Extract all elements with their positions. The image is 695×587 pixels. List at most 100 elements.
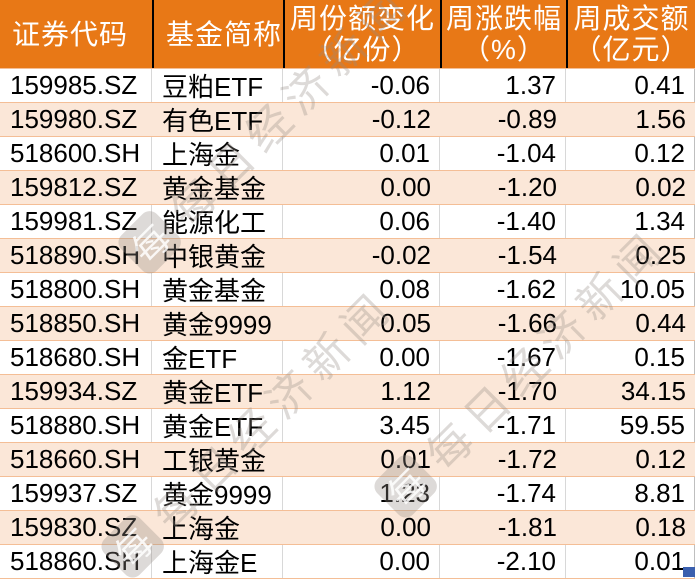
table-row: 518800.SH 黄金基金 0.08 -1.62 10.05 [0, 273, 695, 307]
cell-turnover[interactable]: 0.25 [635, 240, 686, 270]
cell-fund-name[interactable]: 豆粕ETF [152, 69, 283, 102]
cell-turnover[interactable]: 0.12 [635, 444, 686, 474]
header-cell-pct-change[interactable]: 周涨跌幅 （%） [440, 0, 566, 68]
cell-security-code[interactable]: 518800.SH [0, 273, 152, 306]
header-unit: （%） [462, 34, 546, 65]
cell-security-code[interactable]: 518660.SH [10, 444, 141, 474]
cell-security-code[interactable]: 159980.SZ [10, 104, 138, 134]
cell-turnover[interactable]: 0.41 [566, 69, 695, 102]
cell-share-change[interactable]: 0.08 [283, 273, 440, 306]
cell-pct-change[interactable]: -1.62 [440, 273, 566, 306]
table-row: 518600.SH 上海金 0.01 -1.04 0.12 [0, 137, 695, 171]
table-row: 159980.SZ 有色ETF -0.12 -0.89 1.56 [0, 103, 695, 137]
cell-turnover[interactable]: 0.15 [566, 341, 695, 374]
cell-turnover[interactable]: 59.55 [566, 409, 695, 442]
cell-turnover[interactable]: 0.44 [635, 308, 686, 338]
header-cell-share-change[interactable]: 周份额变化 （亿份） [283, 0, 440, 68]
cell-pct-change[interactable]: -1.70 [497, 376, 557, 406]
cell-turnover[interactable]: 1.34 [566, 205, 695, 238]
cell-security-code[interactable]: 518880.SH [0, 409, 152, 442]
cell-turnover[interactable]: 1.56 [635, 104, 686, 134]
cell-pct-change[interactable]: -1.04 [440, 137, 566, 170]
cell-turnover[interactable]: 0.02 [635, 172, 686, 202]
table-row: 159981.SZ 能源化工 0.06 -1.40 1.34 [0, 205, 695, 239]
cell-turnover[interactable]: 0.12 [566, 137, 695, 170]
cell-fund-name[interactable]: 黄金9999 [152, 477, 283, 510]
cell-share-change[interactable]: -0.06 [283, 69, 440, 102]
cell-security-code[interactable]: 159985.SZ [0, 69, 152, 102]
cell-fund-name[interactable]: 有色ETF [162, 106, 264, 136]
cell-security-code[interactable]: 159937.SZ [0, 477, 152, 510]
cell-share-change[interactable]: 1.12 [380, 376, 431, 406]
cell-fund-name[interactable]: 能源化工 [152, 205, 283, 238]
cell-turnover[interactable]: 8.81 [566, 477, 695, 510]
cell-pct-change[interactable]: -0.89 [497, 104, 557, 134]
table-row: 518680.SH 金ETF 0.00 -1.67 0.15 [0, 341, 695, 375]
cell-fund-name[interactable]: 中银黄金 [162, 242, 267, 272]
cell-fund-name[interactable]: 上海金 [162, 514, 241, 544]
cell-pct-change[interactable]: -1.66 [497, 308, 557, 338]
cell-share-change[interactable]: 0.00 [283, 545, 440, 578]
cell-share-change[interactable]: 0.00 [380, 172, 431, 202]
cell-security-code[interactable]: 159981.SZ [0, 205, 152, 238]
cell-security-code[interactable]: 518850.SH [10, 308, 141, 338]
cell-security-code[interactable]: 518860.SH [0, 545, 152, 578]
table-row: 518860.SH 上海金E 0.00 -2.10 0.01 [0, 545, 695, 579]
cell-share-change[interactable]: -0.12 [371, 104, 431, 134]
cell-fund-name[interactable]: 黄金ETF [162, 378, 264, 408]
cell-share-change[interactable]: 0.01 [380, 444, 431, 474]
cell-pct-change[interactable]: -1.54 [497, 240, 557, 270]
cell-turnover[interactable]: 0.18 [635, 512, 686, 542]
cell-pct-change[interactable]: -2.10 [440, 545, 566, 578]
cell-fund-name[interactable]: 工银黄金 [162, 446, 267, 476]
table-body: 159985.SZ 豆粕ETF -0.06 1.37 0.41 159980.S… [0, 69, 695, 579]
cell-fund-name[interactable]: 金ETF [152, 341, 283, 374]
cell-security-code[interactable]: 518890.SH [10, 240, 141, 270]
table-row: 518890.SH 中银黄金 -0.02 -1.54 0.25 [0, 239, 695, 273]
header-cell-turnover[interactable]: 周成交额 （亿元） [566, 0, 695, 68]
cell-pct-change[interactable]: -1.71 [440, 409, 566, 442]
cell-pct-change[interactable]: -1.67 [440, 341, 566, 374]
cell-pct-change[interactable]: -1.40 [440, 205, 566, 238]
cell-share-change[interactable]: 0.06 [283, 205, 440, 238]
cell-fund-name[interactable]: 上海金 [152, 137, 283, 170]
cell-share-change[interactable]: 1.23 [283, 477, 440, 510]
cell-share-change[interactable]: -0.02 [371, 240, 431, 270]
cell-turnover[interactable]: 34.15 [620, 376, 686, 406]
cell-security-code[interactable]: 159934.SZ [10, 376, 138, 406]
selection-handle[interactable] [683, 567, 695, 577]
cell-fund-name[interactable]: 黄金基金 [152, 273, 283, 306]
cell-pct-change[interactable]: -1.74 [440, 477, 566, 510]
table-row: 518880.SH 黄金ETF 3.45 -1.71 59.55 [0, 409, 695, 443]
table-row: 159985.SZ 豆粕ETF -0.06 1.37 0.41 [0, 69, 695, 103]
header-unit: （亿份） [304, 34, 421, 65]
header-cell-code[interactable]: 证券代码 [0, 0, 152, 68]
cell-share-change[interactable]: 0.00 [283, 341, 440, 374]
cell-fund-name[interactable]: 黄金9999 [162, 310, 272, 340]
table-row: 518850.SH 黄金9999 0.05 -1.66 0.44 [0, 307, 695, 341]
table-row: 518660.SH 工银黄金 0.01 -1.72 0.12 [0, 443, 695, 477]
cell-security-code[interactable]: 518600.SH [0, 137, 152, 170]
cell-security-code[interactable]: 518680.SH [0, 341, 152, 374]
cell-share-change[interactable]: 0.01 [283, 137, 440, 170]
cell-security-code[interactable]: 159830.SZ [10, 512, 138, 542]
table-row: 159812.SZ 黄金基金 0.00 -1.20 0.02 [0, 171, 695, 205]
cell-pct-change[interactable]: -1.81 [497, 512, 557, 542]
cell-turnover[interactable]: 0.01 [566, 545, 695, 578]
table-row: 159934.SZ 黄金ETF 1.12 -1.70 34.15 [0, 375, 695, 409]
cell-fund-name[interactable]: 上海金E [152, 545, 283, 578]
header-label: 周份额变化 [289, 3, 435, 34]
cell-turnover[interactable]: 10.05 [566, 273, 695, 306]
cell-pct-change[interactable]: 1.37 [440, 69, 566, 102]
cell-share-change[interactable]: 0.05 [380, 308, 431, 338]
cell-pct-change[interactable]: -1.72 [497, 444, 557, 474]
cell-share-change[interactable]: 0.00 [380, 512, 431, 542]
cell-security-code[interactable]: 159812.SZ [10, 172, 138, 202]
cell-share-change[interactable]: 3.45 [283, 409, 440, 442]
header-cell-name[interactable]: 基金简称 [152, 0, 283, 68]
cell-fund-name[interactable]: 黄金ETF [152, 409, 283, 442]
header-label: 基金简称 [166, 18, 283, 50]
cell-fund-name[interactable]: 黄金基金 [162, 174, 267, 204]
cell-pct-change[interactable]: -1.20 [497, 172, 557, 202]
